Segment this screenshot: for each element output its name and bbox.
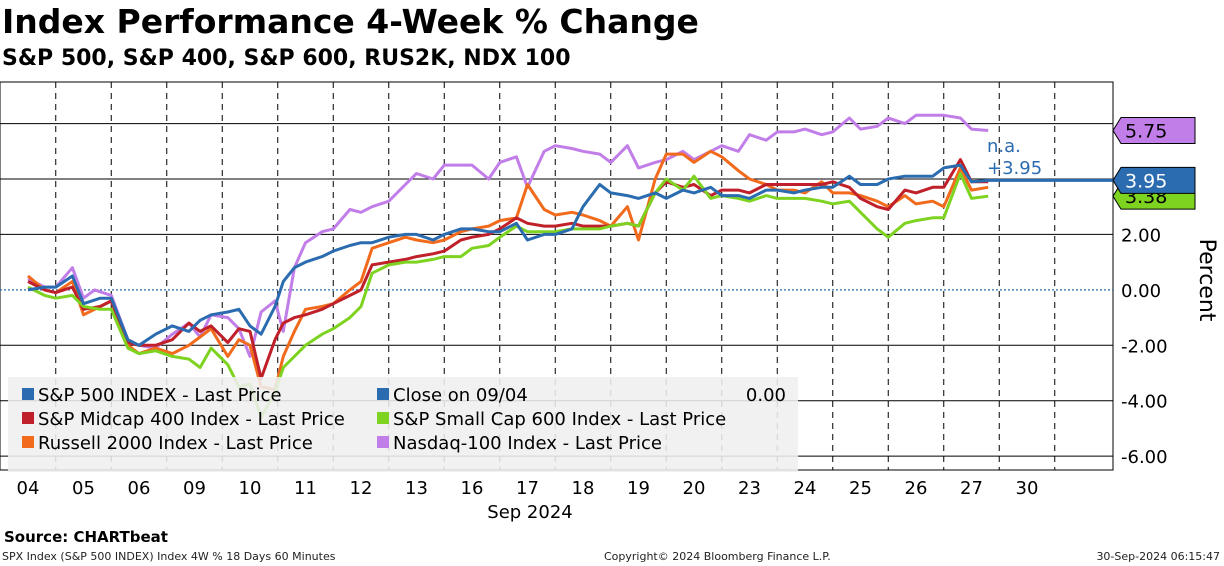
x-tick-label: 25 [849,478,872,499]
source-label: Source: CHARTbeat [4,528,168,546]
footer-copyright: Copyright© 2024 Bloomberg Finance L.P. [604,550,831,563]
annotation-value: +3.95 [987,158,1042,179]
y-tick-label: 0.00 [1121,281,1161,302]
legend-swatch [22,412,34,424]
x-tick-label: 11 [294,478,317,499]
legend-swatch [377,436,389,448]
legend-label: S&P Small Cap 600 Index - Last Price [393,409,726,430]
legend-swatch [22,388,34,400]
axes: -6.00-4.00-2.000.002.004.006.00040506091… [17,115,1219,523]
x-tick-label: 04 [17,478,40,499]
x-tick-label: 09 [183,478,206,499]
legend: S&P 500 INDEX - Last Price Close on 09/04… [8,377,798,472]
legend-box [8,377,798,472]
x-tick-label: 12 [350,478,373,499]
y-tick-label: 2.00 [1121,225,1161,246]
series-lines [27,113,1138,419]
annotation-na: n.a. [987,136,1021,157]
last-value-tag [1112,166,1196,194]
series-line [27,149,989,392]
series-line [27,172,989,419]
x-tick-label: 27 [960,478,983,499]
legend-swatch [377,388,389,400]
last-value-tag [1112,117,1196,144]
x-tick-label: 17 [516,478,539,499]
legend-swatch [377,412,389,424]
x-tick-label: 23 [738,478,761,499]
legend-label: Close on 09/04 [393,385,528,406]
x-tick-label: 18 [572,478,595,499]
series-line [27,163,1138,347]
x-tick-label: 10 [239,478,262,499]
legend-label: S&P 500 INDEX - Last Price [38,385,282,406]
x-tick-label: 13 [405,478,428,499]
last-value-tag-label: 5.75 [1125,121,1167,143]
footer-timestamp: 30-Sep-2024 06:15:47 [1096,550,1220,563]
series-line [27,113,989,358]
series-line [27,158,989,380]
x-tick-label: 26 [905,478,928,499]
x-tick-label: 06 [128,478,151,499]
legend-label: Russell 2000 Index - Last Price [38,433,313,454]
last-value-tags: 3.383.955.75 [1112,117,1196,210]
chart-title: Index Performance 4-Week % Change [2,2,699,41]
legend-label: Nasdaq-100 Index - Last Price [393,433,662,454]
legend-swatch [22,436,34,448]
legend-label: S&P Midcap 400 Index - Last Price [38,409,345,430]
chart-subtitle: S&P 500, S&P 400, S&P 600, RUS2K, NDX 10… [2,46,571,71]
x-tick-label: 19 [627,478,650,499]
y-tick-label: -2.00 [1121,336,1168,357]
x-tick-label: 05 [72,478,95,499]
x-tick-label: 24 [794,478,817,499]
y-tick-label: -4.00 [1121,392,1168,413]
y-axis-label: Percent [1194,239,1219,322]
x-tick-label: 30 [1016,478,1039,499]
legend-value: 0.00 [746,385,786,406]
y-tick-label: -6.00 [1121,447,1168,468]
x-month-label: Sep 2024 [487,502,572,523]
footer-ticker-info: SPX Index (S&P 500 INDEX) Index 4W % 18 … [2,550,336,563]
last-value-tag-label: 3.95 [1125,170,1167,192]
x-tick-label: 20 [683,478,706,499]
x-tick-label: 16 [461,478,484,499]
